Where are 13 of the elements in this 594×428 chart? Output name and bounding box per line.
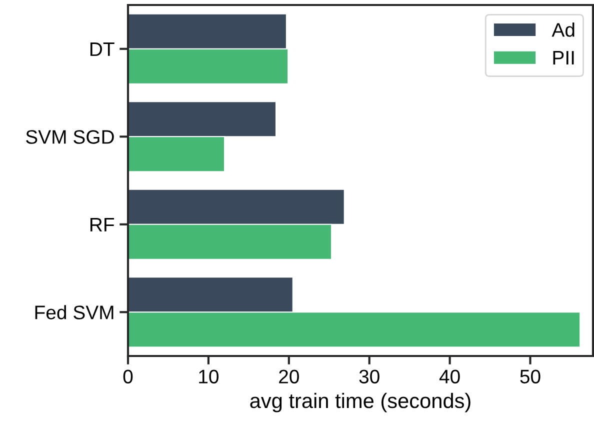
legend-label: PII: [553, 51, 574, 64]
x-axis-title: avg train time (seconds): [250, 392, 470, 412]
x-tick-label: 40: [439, 370, 460, 384]
x-tick-label: 30: [359, 370, 380, 384]
x-tick-label: 0: [123, 370, 133, 384]
x-tick-label: 10: [199, 370, 219, 384]
x-tick-label: 20: [279, 370, 299, 384]
y-tick-label: Fed SVM: [35, 305, 114, 320]
y-tick-label: DT: [90, 42, 114, 56]
y-tick-label: RF: [90, 218, 114, 232]
x-tick-label: 50: [520, 370, 540, 384]
y-tick-label: SVM SGD: [26, 130, 114, 144]
legend-label: Ad: [552, 22, 574, 37]
